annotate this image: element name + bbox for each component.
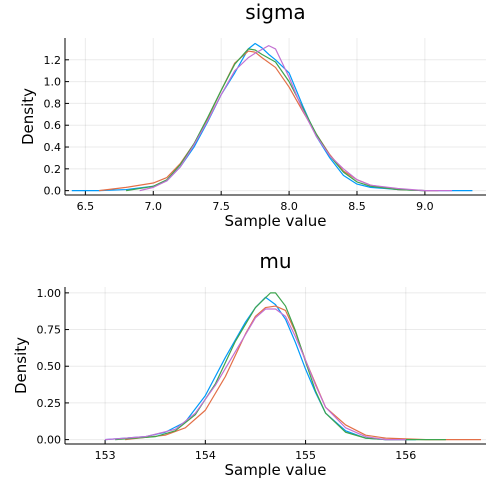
x-tick-label: 6.5: [77, 200, 95, 213]
y-tick-label: 0.75: [37, 324, 62, 337]
x-tick-label: 155: [295, 449, 316, 462]
y-tick-label: 0.8: [44, 97, 62, 110]
x-tick-label: 156: [395, 449, 416, 462]
series-line-3: [115, 292, 446, 441]
y-tick-label: 0.0: [44, 185, 62, 198]
x-tick-label: 8.5: [348, 200, 366, 213]
series-line-4: [105, 308, 406, 441]
y-tick-label: 1.2: [44, 54, 62, 67]
y-tick-label: 0.6: [44, 119, 62, 132]
chart-panel-sigma: 6.5 7.0 7.5 8.0 8.5 9.0 0.0 0.2 0.4 0.6 0.8 1.0 1.2 s…: [19, 0, 486, 230]
x-tick-label: 154: [195, 449, 216, 462]
y-tick-label: 1.00: [37, 287, 62, 300]
chart-title: mu: [259, 249, 291, 273]
series-line-3: [126, 48, 425, 192]
y-tick-label: 0.25: [37, 397, 62, 410]
y-tick-label: 0.00: [37, 434, 62, 447]
y-tick-label: 1.0: [44, 76, 62, 89]
y-tick-label: 0.50: [37, 360, 62, 373]
series-line-1: [105, 296, 416, 441]
series-line-4: [139, 45, 453, 192]
series-line-2: [125, 305, 481, 441]
x-tick-label: 7.5: [212, 200, 230, 213]
chart-title: sigma: [245, 0, 305, 24]
x-tick-label: 9.0: [416, 200, 434, 213]
y-tick-label: 0.4: [44, 141, 62, 154]
series-line-2: [98, 50, 439, 192]
y-tick-label: 0.2: [44, 163, 62, 176]
x-tick-label: 7.0: [145, 200, 163, 213]
x-axis-label: Sample value: [225, 461, 327, 479]
x-tick-label: 8.0: [280, 200, 298, 213]
y-axis-label: Density: [19, 88, 37, 145]
x-tick-label: 153: [95, 449, 116, 462]
y-axis-label: Density: [12, 337, 30, 394]
chart-panel-mu: 153 154 155 156 0.00 0.25 0.50 0.75 1.00 mu Sample…: [12, 249, 486, 479]
x-axis-label: Sample value: [225, 212, 327, 230]
